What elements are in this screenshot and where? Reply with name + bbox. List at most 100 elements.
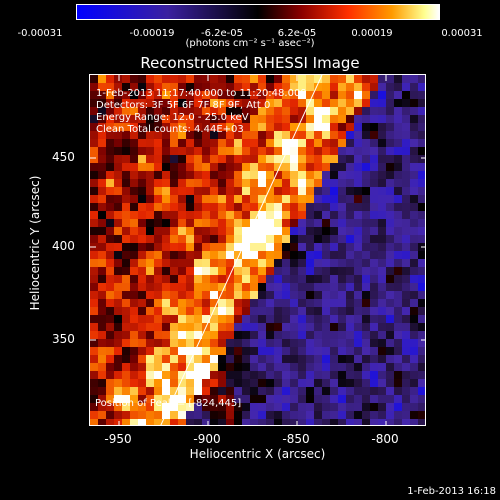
heatmap-pixel bbox=[154, 83, 162, 91]
heatmap-pixel bbox=[154, 387, 162, 395]
heatmap-pixel bbox=[338, 339, 346, 347]
heatmap-pixel bbox=[290, 291, 298, 299]
heatmap-pixel bbox=[98, 267, 106, 275]
heatmap-pixel bbox=[378, 243, 386, 251]
heatmap-pixel bbox=[314, 147, 322, 155]
heatmap-pixel bbox=[394, 347, 402, 355]
heatmap-pixel bbox=[170, 395, 178, 403]
heatmap-pixel bbox=[210, 219, 218, 227]
heatmap-pixel bbox=[410, 195, 418, 203]
heatmap-pixel bbox=[178, 115, 186, 123]
heatmap-pixel bbox=[202, 419, 210, 425]
heatmap-pixel bbox=[210, 179, 218, 187]
heatmap-pixel bbox=[346, 75, 354, 83]
heatmap-pixel bbox=[266, 203, 274, 211]
heatmap-pixel bbox=[234, 251, 242, 259]
heatmap-pixel bbox=[258, 419, 266, 425]
heatmap-pixel bbox=[266, 251, 274, 259]
heatmap-pixel bbox=[346, 299, 354, 307]
heatmap-pixel bbox=[242, 155, 250, 163]
heatmap-pixel bbox=[354, 363, 362, 371]
heatmap-pixel bbox=[378, 411, 386, 419]
heatmap-pixel bbox=[226, 219, 234, 227]
heatmap-pixel bbox=[98, 147, 106, 155]
heatmap-pixel bbox=[106, 139, 114, 147]
heatmap-pixel bbox=[226, 419, 234, 425]
heatmap-pixel bbox=[266, 219, 274, 227]
heatmap-pixel bbox=[210, 243, 218, 251]
heatmap-pixel bbox=[234, 203, 242, 211]
heatmap-pixel bbox=[154, 291, 162, 299]
heatmap-pixel bbox=[210, 235, 218, 243]
heatmap-pixel bbox=[378, 283, 386, 291]
heatmap-pixel bbox=[138, 227, 146, 235]
heatmap-pixel bbox=[218, 339, 226, 347]
heatmap-pixel bbox=[386, 339, 394, 347]
heatmap-pixel bbox=[242, 259, 250, 267]
heatmap-pixel bbox=[250, 267, 258, 275]
heatmap-pixel bbox=[418, 235, 425, 243]
heatmap-pixel bbox=[362, 339, 370, 347]
heatmap-pixel bbox=[322, 187, 330, 195]
heatmap-pixel bbox=[242, 283, 250, 291]
heatmap-pixel bbox=[146, 83, 154, 91]
heatmap-pixel bbox=[314, 275, 322, 283]
heatmap-pixel bbox=[298, 171, 306, 179]
heatmap-pixel bbox=[298, 363, 306, 371]
heatmap-pixel bbox=[186, 331, 194, 339]
heatmap-pixel bbox=[362, 227, 370, 235]
heatmap-pixel bbox=[378, 275, 386, 283]
heatmap-pixel bbox=[130, 411, 138, 419]
heatmap-pixel bbox=[258, 147, 266, 155]
heatmap-pixel bbox=[346, 363, 354, 371]
heatmap-pixel bbox=[418, 211, 425, 219]
heatmap-pixel bbox=[418, 291, 425, 299]
heatmap-pixel bbox=[194, 91, 202, 99]
detectors: Detectors: 3F 5F 6F 7F 8F 9F, Att 0 bbox=[96, 100, 271, 111]
heatmap-pixel bbox=[378, 179, 386, 187]
heatmap-pixel bbox=[122, 403, 130, 411]
heatmap-pixel bbox=[114, 155, 122, 163]
x-axis-label: Heliocentric X (arcsec) bbox=[189, 447, 326, 461]
heatmap-pixel bbox=[234, 179, 242, 187]
heatmap-pixel bbox=[178, 147, 186, 155]
heatmap-pixel bbox=[338, 363, 346, 371]
heatmap-pixel bbox=[266, 171, 274, 179]
heatmap-pixel bbox=[274, 251, 282, 259]
heatmap-pixel bbox=[218, 291, 226, 299]
heatmap-pixel bbox=[274, 355, 282, 363]
heatmap-pixel bbox=[298, 163, 306, 171]
heatmap-pixel bbox=[210, 275, 218, 283]
heatmap-pixel bbox=[250, 163, 258, 171]
heatmap-pixel bbox=[250, 315, 258, 323]
heatmap-pixel bbox=[242, 419, 250, 425]
heatmap-pixel bbox=[154, 203, 162, 211]
heatmap-pixel bbox=[194, 259, 202, 267]
heatmap-pixel bbox=[106, 203, 114, 211]
heatmap-pixel bbox=[98, 219, 106, 227]
heatmap-pixel bbox=[354, 371, 362, 379]
heatmap-pixel bbox=[338, 243, 346, 251]
heatmap-pixel bbox=[98, 251, 106, 259]
heatmap-pixel bbox=[402, 339, 410, 347]
heatmap-pixel bbox=[338, 347, 346, 355]
heatmap-pixel bbox=[106, 107, 114, 115]
heatmap-pixel bbox=[378, 299, 386, 307]
heatmap-pixel bbox=[314, 403, 322, 411]
heatmap-pixel bbox=[202, 179, 210, 187]
heatmap-pixel bbox=[234, 379, 242, 387]
heatmap-pixel bbox=[298, 355, 306, 363]
heatmap-pixel bbox=[394, 163, 402, 171]
heatmap-pixel bbox=[410, 227, 418, 235]
heatmap-pixel bbox=[370, 267, 378, 275]
heatmap-pixel bbox=[234, 123, 242, 131]
heatmap-pixel bbox=[106, 75, 114, 83]
heatmap-pixel bbox=[186, 371, 194, 379]
heatmap-pixel bbox=[194, 267, 202, 275]
heatmap-pixel bbox=[162, 307, 170, 315]
heatmap-pixel bbox=[114, 387, 122, 395]
heatmap-pixel bbox=[346, 379, 354, 387]
heatmap-pixel bbox=[282, 91, 290, 99]
heatmap-pixel bbox=[394, 187, 402, 195]
heatmap-pixel bbox=[202, 227, 210, 235]
